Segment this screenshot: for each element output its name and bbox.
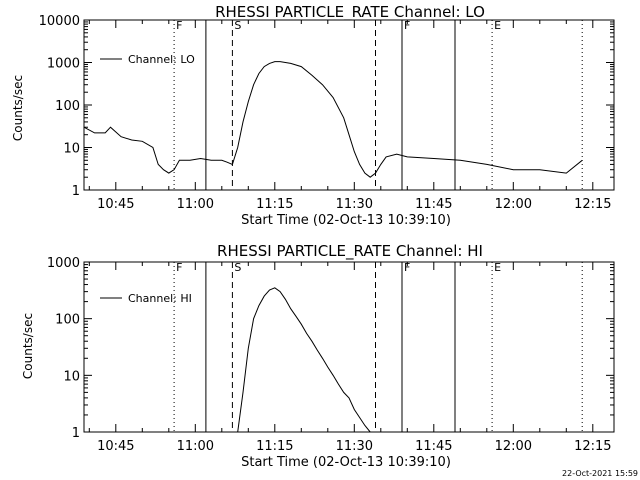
chart-lo-xtick-label: 11:45 [415,197,452,212]
chart-hi-ylabel: Counts/sec [21,313,35,379]
chart-lo-xtick-label: 11:30 [336,197,373,212]
chart-hi-xtick-label: 11:30 [336,439,373,454]
chart-lo: RHESSI PARTICLE_RATE Channel: LO Counts/… [11,3,615,228]
chart-lo-ytick-label: 10 [63,142,80,157]
chart-hi-ytick-label: 1000 [47,256,80,271]
chart-lo-series-line [83,61,583,178]
chart-lo-xtick-label: 11:15 [256,197,293,212]
chart-lo-ytick-label: 1000 [47,57,80,72]
chart-hi-ytick-label: 100 [55,313,80,328]
chart-hi-xlabel: Start Time (02-Oct-13 10:39:10) [241,455,451,470]
chart-lo-ylabel: Counts/sec [11,75,25,141]
chart-hi-marker-label: F [404,261,410,274]
chart-lo-frame [83,19,615,191]
chart-lo-xlabel: Start Time (02-Oct-13 10:39:10) [241,213,451,228]
chart-lo-plot-area: 1 10 100 1000 10000 10:45 11:00 11:15 11:30 11:45… [39,14,615,212]
chart-lo-xtick-label: 12:00 [495,197,532,212]
chart-hi-ytick-label: 10 [63,369,80,384]
chart-hi-series-line [237,287,371,433]
chart-lo-ytick-label: 1 [72,184,80,199]
date-stamp: 22-Oct-2021 15:59 [562,469,638,478]
chart-lo-xtick-label: 11:00 [177,197,214,212]
chart-hi-plot-area: 1 10 100 1000 10:45 11:00 11:15 11:30 11:45 12:00… [47,256,615,454]
chart-lo-marker-label: S [234,19,241,32]
chart-hi-marker-label: F [176,261,182,274]
chart-lo-xtick-label: 10:45 [97,197,134,212]
chart-hi-legend-label: Channel: HI [128,292,192,305]
chart-hi-marker-label: S [234,261,241,274]
chart-hi-xtick-label: 12:00 [495,439,532,454]
chart-lo-ytick-label: 100 [55,99,80,114]
chart-hi-xtick-label: 11:45 [415,439,452,454]
chart-lo-marker-label: F [404,19,410,32]
chart-hi-title: RHESSI PARTICLE_RATE Channel: HI [217,242,483,261]
chart-hi-xtick-label: 11:00 [177,439,214,454]
chart-hi-marker-label: E [494,261,501,274]
chart-hi-xtick-label: 10:45 [97,439,134,454]
chart-lo-ytick-label: 10000 [39,14,80,29]
chart-hi-xtick-label: 12:15 [574,439,611,454]
chart-lo-marker-label: F [176,19,182,32]
chart-hi-xtick-label: 11:15 [256,439,293,454]
chart-hi-ytick-label: 1 [72,426,80,441]
chart-hi: RHESSI PARTICLE_RATE Channel: HI Counts/… [21,242,615,470]
chart-lo-marker-label: E [494,19,501,32]
chart-lo-xtick-label: 12:15 [574,197,611,212]
chart-lo-title: RHESSI PARTICLE_RATE Channel: LO [215,3,485,22]
chart-hi-frame [83,261,615,433]
chart-lo-legend-label: Channel: LO [128,53,195,66]
